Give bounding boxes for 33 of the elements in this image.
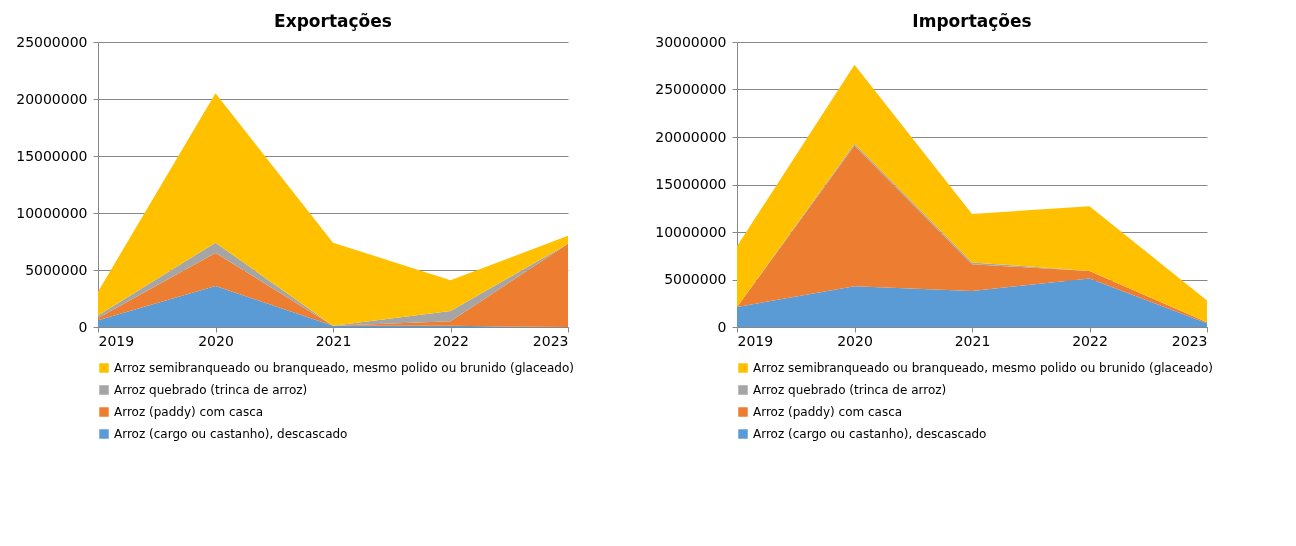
chart-title: Importações [912, 11, 1032, 31]
x-tick-label: 2020 [837, 332, 873, 349]
y-tick-label: 20000000 [655, 128, 727, 145]
legend-label: Arroz semibranqueado ou branqueado, mesmo polido ou brunido (glaceado) [753, 361, 1213, 375]
x-tick-label: 2023 [532, 332, 569, 349]
y-tick-label: 30000000 [655, 33, 727, 50]
legend-label: Arroz quebrado (trinca de arroz) [753, 383, 947, 397]
y-tick-label: 15000000 [655, 176, 727, 192]
x-tick-label: 2022 [1072, 332, 1108, 349]
y-tick-label: 10000000 [655, 223, 727, 240]
y-tick-label: 5000000 [664, 271, 727, 287]
legend-label: Arroz (cargo ou castanho), descascado [114, 427, 348, 441]
x-tick-label: 2021 [954, 332, 991, 349]
x-tick-label: 2020 [198, 332, 234, 349]
legend-label: Arroz (paddy) com casca [114, 405, 264, 419]
chart-title: Exportações [274, 11, 392, 31]
y-tick-label: 25000000 [16, 33, 88, 50]
y-tick-label: 0 [717, 318, 727, 335]
y-tick-label: 5000000 [25, 261, 88, 278]
legend-label: Arroz (cargo ou castanho), descascado [753, 427, 987, 441]
legend-label: Arroz quebrado (trinca de arroz) [114, 383, 308, 397]
y-tick-label: 0 [78, 318, 88, 335]
x-tick-label: 2021 [315, 332, 352, 349]
x-tick-label: 2019 [737, 332, 774, 349]
legend-label: Arroz (paddy) com casca [753, 405, 903, 419]
x-tick-label: 2023 [1171, 332, 1208, 349]
x-tick-label: 2019 [98, 332, 135, 349]
legend-label: Arroz semibranqueado ou branqueado, mesmo polido ou brunido (glaceado) [114, 361, 574, 375]
y-tick-label: 10000000 [16, 204, 88, 221]
y-tick-label: 20000000 [16, 90, 88, 107]
y-tick-label: 25000000 [655, 81, 727, 97]
x-tick-label: 2022 [433, 332, 469, 349]
y-tick-label: 15000000 [16, 147, 88, 164]
